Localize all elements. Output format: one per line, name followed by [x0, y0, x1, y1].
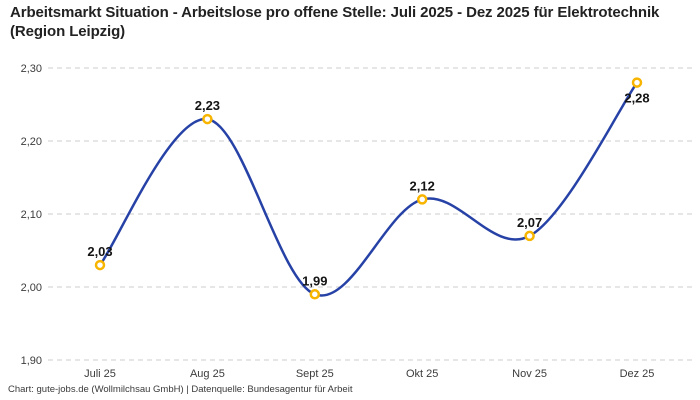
x-axis-tick-label: Nov 25: [512, 368, 547, 380]
y-axis-tick-label: 2,00: [21, 282, 42, 294]
data-point-marker: [202, 113, 213, 125]
y-axis-tick-label: 2,10: [21, 209, 42, 221]
source-attribution: Chart: gute-jobs.de (Wollmilchsau GmbH) …: [8, 384, 353, 395]
chart-title: Arbeitsmarkt Situation - Arbeitslose pro…: [10, 4, 660, 40]
data-point-label: 2,07: [517, 215, 542, 230]
data-point-label: 1,99: [302, 273, 327, 288]
chart-svg: 2,30 2,20 2,10 2,00 1,90 Juli 25 Aug 25 Sept 25…: [21, 63, 692, 380]
data-point-marker: [631, 77, 643, 88]
data-point-label: 2,23: [195, 98, 220, 113]
x-axis-tick-label: Sept 25: [296, 368, 334, 380]
data-point-marker: [309, 289, 321, 300]
y-axis-tick-label: 2,30: [21, 63, 42, 75]
series-line: [98, 81, 639, 297]
data-point-marker: [524, 230, 535, 242]
x-axis-tick-label: Juli 25: [84, 368, 116, 380]
data-point-label: 2,12: [410, 178, 435, 193]
x-axis-tick-label: Okt 25: [406, 368, 438, 380]
data-point-marker: [94, 259, 106, 271]
data-point-label: 2,28: [624, 91, 649, 106]
data-point-marker: [416, 194, 428, 205]
x-axis-tick-label: Aug 25: [190, 368, 225, 380]
y-axis-tick-label: 1,90: [21, 355, 42, 367]
y-axis-tick-label: 2,20: [21, 136, 42, 148]
x-axis-tick-label: Dez 25: [620, 368, 655, 380]
data-point-label: 2,03: [87, 244, 112, 259]
